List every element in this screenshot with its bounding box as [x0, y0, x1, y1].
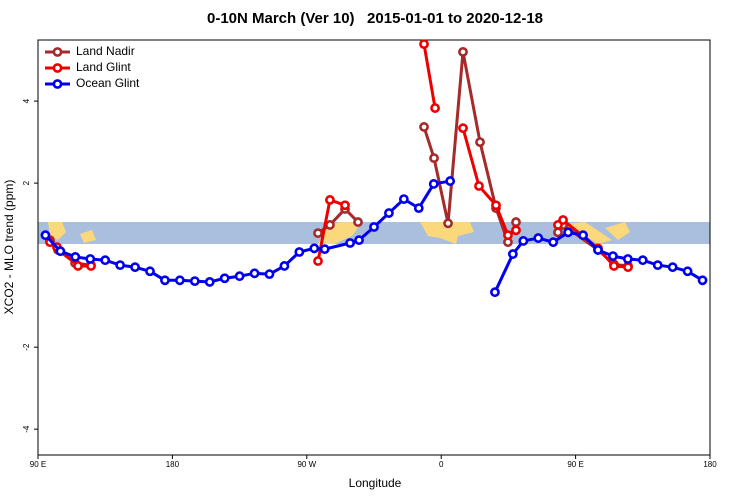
data-point: [518, 236, 529, 246]
plot-frame: [37, 39, 711, 456]
legend-marker: [52, 47, 63, 57]
land: [48, 222, 96, 243]
data-point: [608, 251, 618, 262]
x-tick-label: 90 W: [297, 460, 316, 469]
data-point: [475, 137, 485, 148]
data-point: [609, 261, 619, 271]
data-point: [533, 233, 544, 243]
data-point: [419, 122, 429, 132]
x-tick-label: 180: [166, 460, 180, 469]
data-point: [548, 237, 559, 248]
data-point: [189, 276, 200, 287]
y-tick-label: 4: [22, 98, 31, 103]
data-point: [430, 103, 440, 113]
data-point: [234, 271, 245, 282]
data-point: [507, 249, 518, 259]
data-point: [219, 273, 230, 284]
x-tick-label: 180: [703, 460, 717, 469]
data-point: [445, 176, 456, 186]
data-point: [354, 235, 364, 246]
data-point: [340, 200, 350, 211]
data-point: [325, 220, 335, 230]
data-point: [667, 262, 678, 273]
data-point: [413, 203, 424, 214]
land: [565, 222, 630, 244]
data-point: [294, 247, 305, 257]
data-point: [511, 217, 521, 227]
data-point: [130, 262, 140, 273]
data-point: [353, 217, 363, 227]
data-point: [623, 262, 633, 273]
x-axis-label: Longitude: [349, 476, 402, 490]
data-point: [313, 256, 323, 266]
data-point: [145, 266, 155, 277]
data-point: [491, 200, 501, 211]
data-point: [503, 230, 513, 241]
data-point: [369, 222, 379, 232]
data-point: [204, 277, 215, 287]
legend-label: Ocean Glint: [76, 76, 140, 90]
x-tick-label: 0: [439, 460, 444, 469]
data-point: [115, 260, 126, 271]
legend-label: Land Glint: [76, 60, 131, 74]
data-point: [697, 275, 708, 286]
legend-label: Land Nadir: [76, 44, 135, 58]
data-point: [428, 179, 439, 189]
legend-marker: [52, 63, 63, 73]
data-point: [40, 230, 51, 241]
data-point: [309, 243, 320, 254]
data-point: [443, 218, 453, 229]
data-point: [73, 261, 83, 271]
y-tick-label: 2: [22, 180, 31, 185]
data-point: [70, 252, 81, 262]
data-point: [419, 39, 429, 50]
chart-title: 0-10N March (Ver 10) 2015-01-01 to 2020-…: [207, 10, 543, 27]
data-point: [384, 208, 394, 218]
data-point: [490, 287, 500, 298]
y-axis-label: XCO2 - MLO trend (ppm): [2, 180, 16, 315]
data-point: [682, 266, 693, 277]
data-point: [474, 181, 484, 191]
data-point: [622, 254, 633, 264]
data-point: [429, 153, 439, 164]
data-point: [174, 275, 185, 286]
data-point: [593, 245, 603, 255]
data-point: [85, 254, 96, 264]
data-point: [55, 246, 66, 257]
data-point: [563, 227, 574, 238]
legend-marker: [52, 79, 63, 89]
data-point: [652, 260, 663, 271]
data-point: [313, 228, 323, 239]
data-point: [458, 123, 468, 134]
data-point: [325, 195, 335, 205]
y-tick-label: -4: [22, 425, 31, 433]
data-point: [345, 238, 356, 248]
data-point: [249, 268, 260, 279]
data-point: [558, 215, 568, 225]
x-tick-label: 90 E: [30, 460, 46, 469]
data-point: [100, 255, 111, 266]
data-point: [458, 46, 468, 57]
data-point: [578, 230, 588, 241]
data-point: [264, 269, 275, 280]
data-point: [637, 255, 648, 266]
data-point: [511, 225, 521, 236]
data-point: [279, 261, 290, 271]
data-point: [398, 194, 409, 205]
land: [420, 222, 474, 244]
y-tick-label: -2: [22, 343, 31, 351]
data-point: [319, 244, 330, 255]
data-point: [160, 275, 170, 286]
x-tick-label: 90 E: [567, 460, 583, 469]
